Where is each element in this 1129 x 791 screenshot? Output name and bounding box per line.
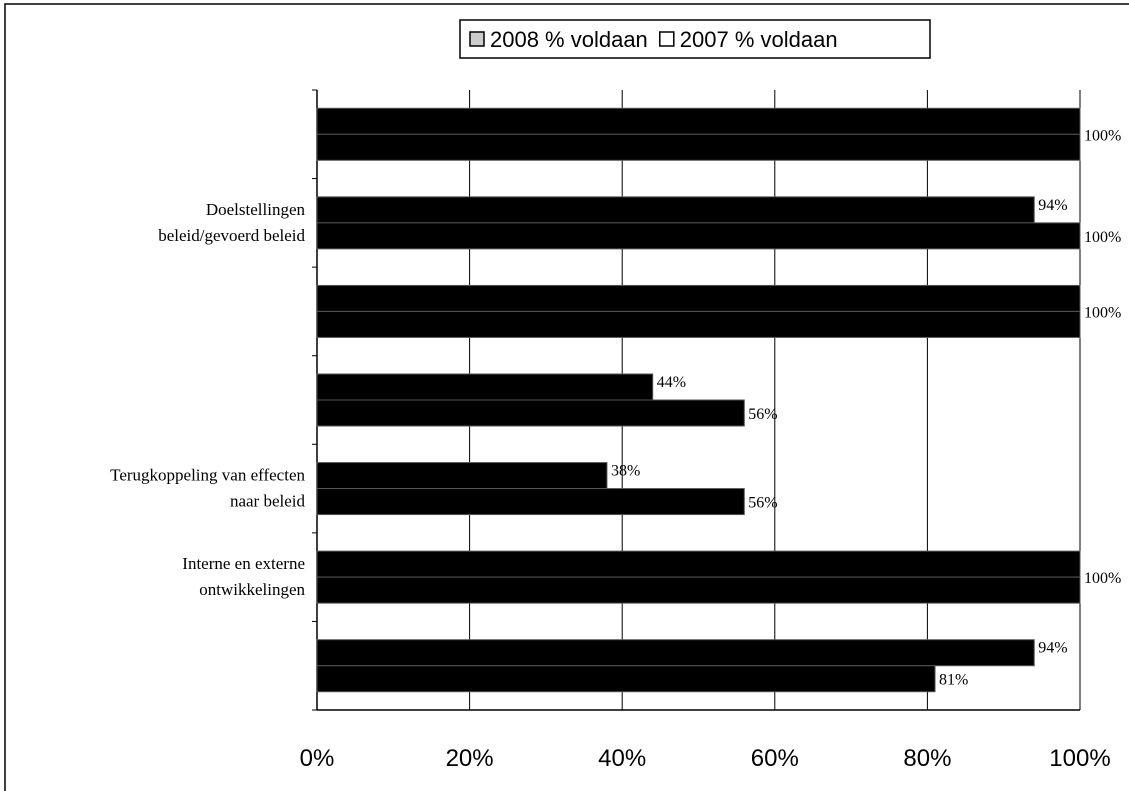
- x-tick-label: 100%: [1049, 745, 1110, 772]
- bar: [316, 399, 745, 427]
- x-tick-label: 0%: [300, 745, 335, 772]
- x-tick-label: 60%: [751, 745, 799, 772]
- bar: [316, 665, 936, 693]
- x-tick-label: 40%: [598, 745, 646, 772]
- value-label: 44%: [657, 374, 686, 391]
- legend-swatch: [469, 31, 485, 47]
- legend-label: 2007 % voldaan: [680, 27, 838, 52]
- value-label: 100%: [1084, 304, 1121, 321]
- legend-box: [459, 19, 931, 59]
- bar: [316, 196, 1035, 224]
- bar: [316, 222, 1081, 250]
- bar: [316, 576, 1081, 604]
- bar: [316, 310, 1081, 338]
- value-label: 100%: [1084, 229, 1121, 246]
- legend-swatch: [659, 31, 675, 47]
- bar: [316, 550, 1081, 578]
- value-label: 81%: [939, 672, 968, 689]
- value-label: 94%: [1038, 640, 1067, 657]
- value-label: 100%: [1084, 127, 1121, 144]
- value-label: 56%: [748, 495, 777, 512]
- bar: [316, 284, 1081, 312]
- value-label: 56%: [748, 406, 777, 423]
- bar: [316, 133, 1081, 161]
- legend-label: 2008 % voldaan: [490, 27, 648, 52]
- bar: [316, 107, 1081, 135]
- bar: [316, 373, 654, 401]
- bar: [316, 462, 608, 490]
- chart-border: [4, 3, 1129, 791]
- bar: [316, 639, 1035, 667]
- value-label: 38%: [611, 463, 640, 480]
- x-tick-label: 80%: [903, 745, 951, 772]
- y-tick-label: Interne en externe ontwikkelingen: [182, 554, 305, 599]
- x-tick-label: 20%: [446, 745, 494, 772]
- bar: [316, 488, 745, 516]
- y-tick-label: Doelstellingen beleid/gevoerd beleid: [158, 200, 305, 245]
- value-label: 94%: [1038, 197, 1067, 214]
- value-label: 100%: [1084, 570, 1121, 587]
- y-tick-label: Terugkoppeling van effecten naar beleid: [110, 466, 305, 511]
